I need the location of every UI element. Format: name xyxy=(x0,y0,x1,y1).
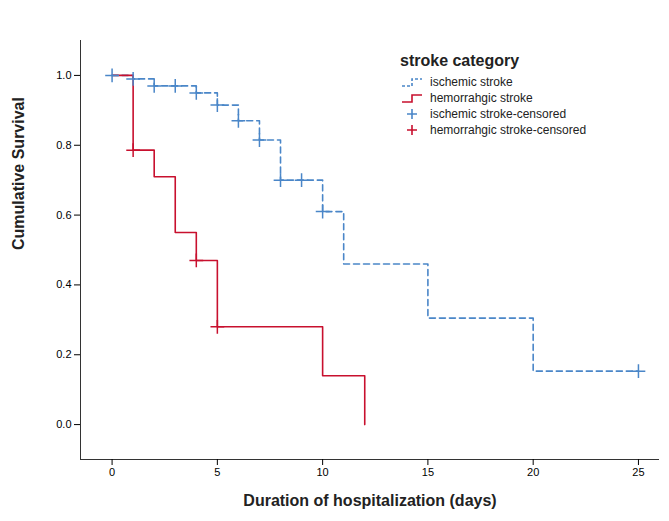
svg-text:5: 5 xyxy=(214,466,220,478)
svg-text:20: 20 xyxy=(527,466,539,478)
svg-text:25: 25 xyxy=(632,466,644,478)
svg-text:0.0: 0.0 xyxy=(56,418,71,430)
svg-text:0.6: 0.6 xyxy=(56,209,71,221)
svg-text:Cumulative Survival: Cumulative Survival xyxy=(10,97,27,250)
html-text:ischemic stroke: ischemic stroke xyxy=(430,75,513,89)
svg-text:Duration of hospitalization (d: Duration of hospitalization (days) xyxy=(243,492,496,509)
html-text:hemorrahgic stroke: hemorrahgic stroke xyxy=(430,91,533,105)
svg-text:0.8: 0.8 xyxy=(56,139,71,151)
svg-text:1.0: 1.0 xyxy=(56,69,71,81)
html-text:hemorrahgic stroke-censored: hemorrahgic stroke-censored xyxy=(430,123,587,137)
html-text:stroke category: stroke category xyxy=(400,52,520,69)
svg-text:10: 10 xyxy=(317,466,329,478)
svg-text:15: 15 xyxy=(422,466,434,478)
html-text:ischemic stroke-censored: ischemic stroke-censored xyxy=(430,107,567,121)
svg-text:0.4: 0.4 xyxy=(56,278,71,290)
svg-text:0: 0 xyxy=(109,466,115,478)
svg-text:0.2: 0.2 xyxy=(56,348,71,360)
